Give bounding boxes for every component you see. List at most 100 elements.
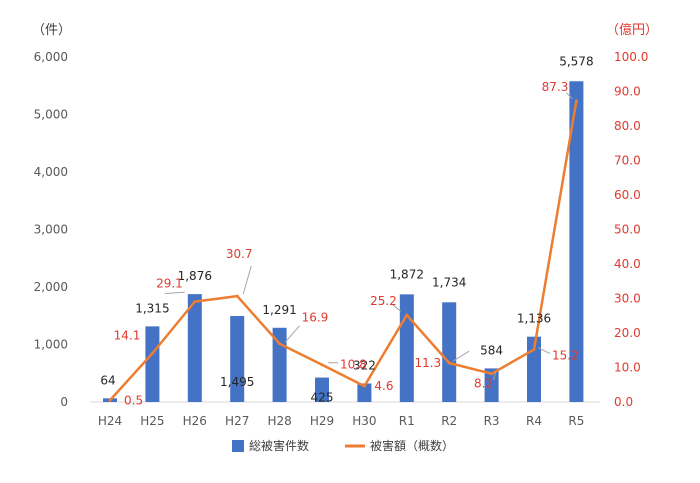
x-tick-label: H24 [98,414,122,428]
leader-line [242,265,252,295]
right-tick-label: 70.0 [614,154,641,168]
right-tick-label: 50.0 [614,223,641,237]
line-value-label: 30.7 [226,247,253,261]
x-tick-label: R4 [526,414,542,428]
line-point [574,99,578,103]
line-point [532,348,536,352]
bar-value-label: 1,876 [178,269,212,283]
right-tick-label: 10.0 [614,361,641,375]
left-tick-label: 2,000 [34,280,68,294]
line-point [235,294,239,298]
line-value-label: 14.1 [114,328,141,342]
bar-series [103,81,584,402]
line-value-label: 87.3 [542,80,569,94]
line-data-labels: 0.5 14.1 29.1 30.7 16.9 10.8 4.6 25.2 11.3 8.2 15.… [114,80,579,407]
bar [399,294,414,402]
bar-value-label: 1,136 [517,312,551,326]
bar [187,294,202,402]
line-point [490,372,494,376]
line-path [109,100,578,402]
bar [145,326,160,402]
bar-value-label: 584 [480,343,503,357]
line-value-label: 10.8 [340,358,367,372]
bar-value-label: 1,291 [262,303,296,317]
bar [569,81,584,402]
right-axis-ticks: 0.0 10.0 20.0 30.0 40.0 50.0 60.0 70.0 80.0 90.0 1… [614,50,648,409]
right-axis-unit: （億円） [606,22,658,38]
line-series [108,99,578,402]
leader-line [493,371,497,380]
bar-value-label: 425 [311,391,334,405]
leader-line [566,92,573,100]
line-point [405,313,409,317]
right-tick-label: 20.0 [614,326,641,340]
line-point [362,384,366,388]
legend-bar-swatch [232,440,244,452]
bar-value-label: 64 [100,373,115,387]
label-leader-lines [164,92,573,380]
line-point [150,351,154,355]
leader-line [452,350,470,362]
bar-value-label: 5,578 [559,54,593,68]
bar [315,377,329,402]
line-value-label: 25.2 [370,294,397,308]
bar-value-label: 1,495 [220,375,254,389]
line-point [447,361,451,365]
bar-data-labels: 64 1,315 1,876 1,495 1,291 425 322 1,872 1,734 58… [100,54,593,404]
x-tick-label: R2 [441,414,457,428]
bar [357,383,372,402]
x-tick-label: R5 [568,414,584,428]
x-tick-label: H28 [267,414,291,428]
legend: 総被害件数 被害額（概数） [232,438,454,453]
bar [527,336,541,402]
left-tick-label: 5,000 [34,108,68,122]
leader-line [164,291,185,295]
legend-bar-label: 総被害件数 [249,438,309,453]
bar-value-label: 322 [353,358,376,372]
leader-line [537,347,551,355]
line-value-label: 11.3 [414,356,441,370]
line-value-label: 4.6 [374,379,393,393]
left-tick-label: 4,000 [34,165,68,179]
bar [484,368,499,402]
line-point [278,342,282,346]
line-value-label: 29.1 [156,277,183,291]
x-axis-ticks: H24 H25 H26 H27 H28 H29 H30 R1 R2 R3 R4 R5 [98,414,585,428]
left-tick-label: 6,000 [34,50,68,64]
line-value-label: 15.2 [552,349,579,363]
right-tick-label: 100.0 [614,50,648,64]
left-tick-label: 1,000 [34,338,68,352]
left-tick-label: 0 [60,395,68,409]
bar-value-label: 1,872 [390,267,424,281]
leader-line [392,304,402,312]
line-point [320,363,324,367]
right-tick-label: 90.0 [614,85,641,99]
bar-value-label: 1,315 [135,301,169,315]
right-tick-label: 0.0 [614,395,633,409]
x-tick-label: H26 [183,414,207,428]
bar-value-label: 1,734 [432,275,466,289]
left-axis-ticks: 0 1,000 2,000 3,000 4,000 5,000 6,000 [34,50,68,409]
line-point [193,300,197,304]
right-tick-label: 40.0 [614,257,641,271]
x-tick-label: R3 [484,414,500,428]
x-tick-label: H30 [352,414,376,428]
line-point [108,398,112,402]
x-tick-label: R1 [399,414,415,428]
legend-line-label: 被害額（概数） [370,438,454,453]
line-value-label: 8.2 [474,377,493,391]
line-value-label: 0.5 [124,393,143,407]
bar [230,316,245,402]
x-tick-label: H25 [140,414,164,428]
right-tick-label: 80.0 [614,119,641,133]
right-tick-label: 60.0 [614,188,641,202]
left-tick-label: 3,000 [34,223,68,237]
line-value-label: 16.9 [302,311,329,325]
x-tick-label: H29 [310,414,334,428]
bar [442,302,457,402]
x-tick-label: H27 [225,414,249,428]
leader-line [285,325,300,343]
left-axis-unit: （件） [32,23,71,38]
